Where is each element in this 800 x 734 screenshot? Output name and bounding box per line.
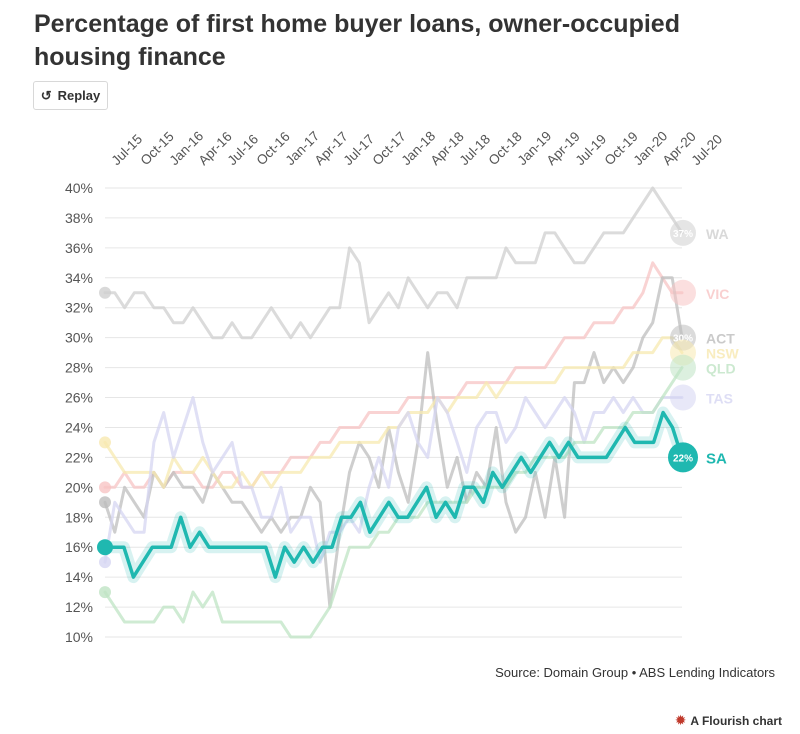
flourish-credit[interactable]: ✹ A Flourish chart xyxy=(675,712,782,729)
series-lines xyxy=(97,186,688,639)
series-end-badge-sa xyxy=(668,442,698,473)
series-line-sa[interactable] xyxy=(103,410,684,579)
series-start-dot-sa xyxy=(97,539,113,556)
y-tick-label: 32% xyxy=(65,300,93,316)
series-line-tas[interactable] xyxy=(103,396,684,564)
y-tick-label: 26% xyxy=(65,390,93,406)
series-name-label-tas: TAS xyxy=(706,391,733,407)
replay-button[interactable]: ↺ Replay xyxy=(33,81,108,110)
series-line-sa-glow xyxy=(99,406,688,584)
series-name-label-wa: WA xyxy=(706,226,729,242)
series-line-qld[interactable] xyxy=(103,366,684,639)
replay-icon: ↺ xyxy=(40,88,52,103)
series-name-label-sa: SA xyxy=(706,450,727,467)
series-end-value-wa: 37% xyxy=(673,229,693,240)
series-start-dot-wa xyxy=(99,286,111,299)
y-tick-label: 10% xyxy=(65,629,93,645)
y-axis: 10% 12% 14% 16% 18% 20% 22% 24% 26% 28% 30% 32% 34% 3… xyxy=(65,180,93,645)
series-end-badge-vic xyxy=(670,279,696,306)
y-tick-label: 34% xyxy=(65,270,93,286)
series-start-dot-vic xyxy=(99,481,111,494)
series-name-label-act: ACT xyxy=(706,331,735,347)
y-tick-label: 38% xyxy=(65,210,93,226)
series-name-label-vic: VIC xyxy=(706,286,729,302)
series-name-label-qld: QLD xyxy=(706,361,736,377)
series-end-badge-qld xyxy=(670,354,696,381)
series-end-value-sa: 22% xyxy=(673,453,693,464)
y-tick-label: 18% xyxy=(65,509,93,525)
series-start-dot-tas xyxy=(99,556,111,569)
y-tick-label: 36% xyxy=(65,240,93,256)
y-tick-label: 30% xyxy=(65,330,93,346)
series-name-label-nsw: NSW xyxy=(706,346,739,362)
x-tick-label: Jul-15 xyxy=(109,132,146,169)
y-tick-label: 20% xyxy=(65,479,93,495)
series-end-value-act: 30% xyxy=(673,334,693,345)
series-start-dot-qld xyxy=(99,586,111,599)
y-tick-label: 40% xyxy=(65,180,93,196)
y-tick-label: 24% xyxy=(65,419,93,435)
series-end-badge-wa xyxy=(670,219,696,246)
source-note: Source: Domain Group • ABS Lending Indic… xyxy=(495,665,775,680)
y-tick-label: 12% xyxy=(65,599,93,615)
chart-title: Percentage of first home buyer loans, ow… xyxy=(34,10,680,71)
series-line-nsw[interactable] xyxy=(103,336,684,489)
replay-label: Replay xyxy=(57,88,101,103)
y-tick-label: 28% xyxy=(65,360,93,376)
x-axis: Jul-15Oct-15Jan-16Apr-16Jul-16Oct-16Jan-… xyxy=(109,128,726,168)
series-start-dot-act xyxy=(99,496,111,509)
series-line-vic[interactable] xyxy=(103,261,684,489)
series-start-dot-nsw xyxy=(99,436,111,449)
flourish-logo-icon: ✹ xyxy=(674,712,687,728)
flourish-credit-label: A Flourish chart xyxy=(690,713,782,728)
series-end-badge-tas xyxy=(670,384,696,411)
series-line-wa[interactable] xyxy=(103,186,684,340)
y-tick-label: 14% xyxy=(65,569,93,585)
y-tick-label: 16% xyxy=(65,539,93,555)
y-tick-label: 22% xyxy=(65,449,93,465)
